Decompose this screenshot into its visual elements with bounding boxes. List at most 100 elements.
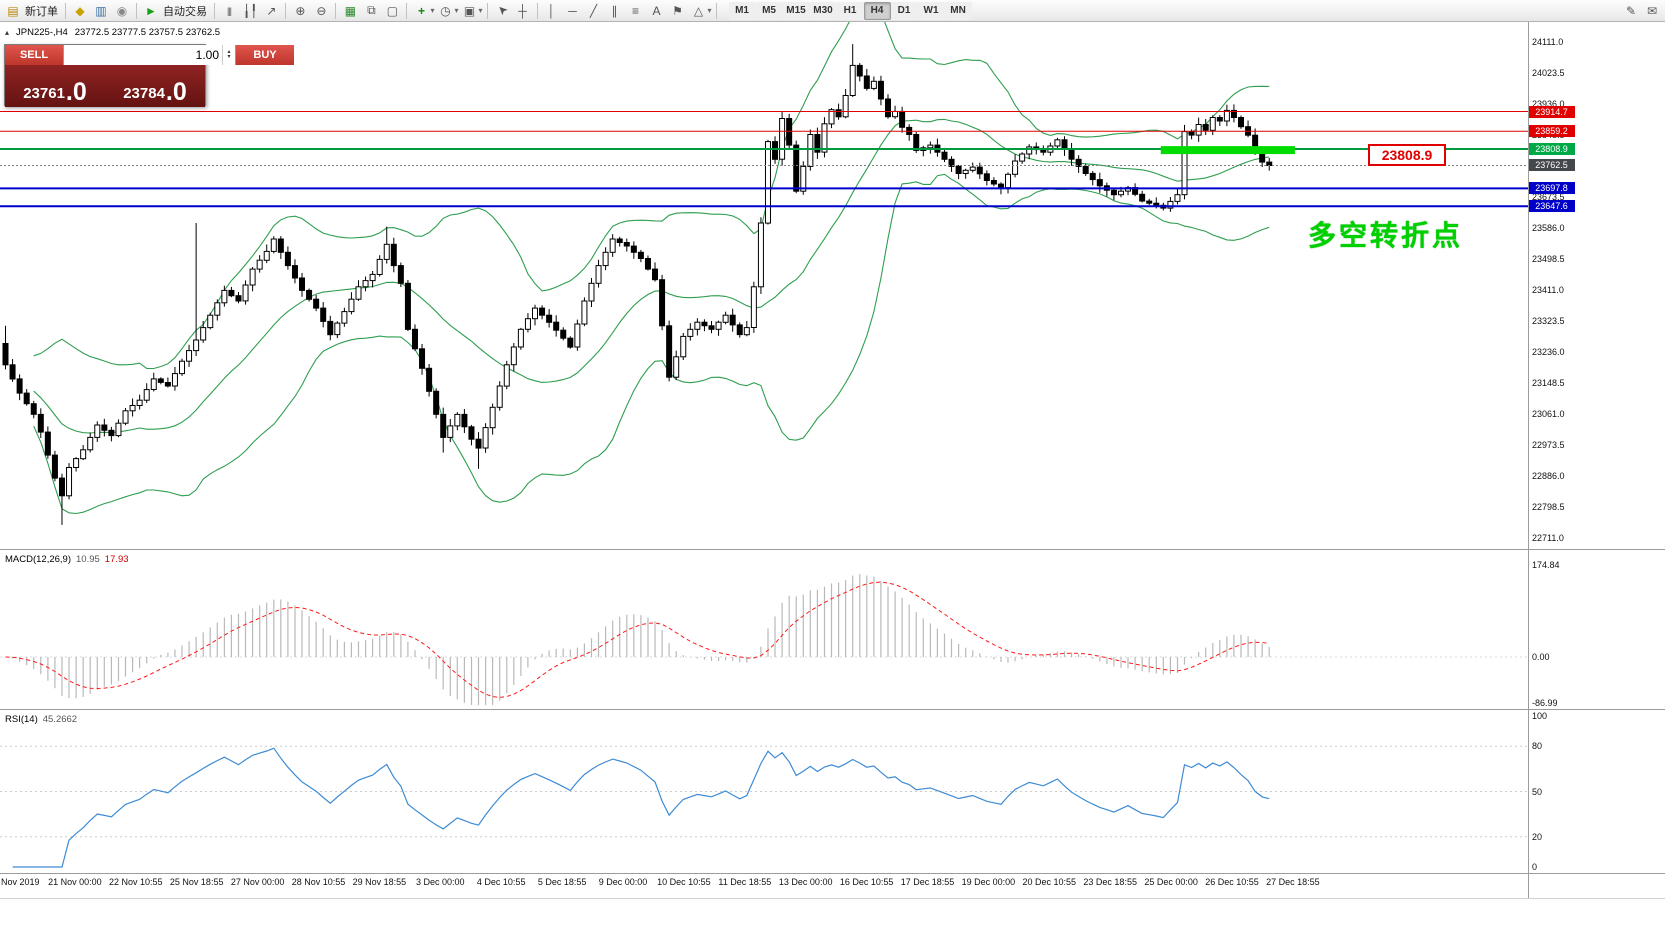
new-order-icon[interactable]: ▤ xyxy=(7,3,19,18)
candle-body xyxy=(524,318,531,330)
timeframe-button-m30[interactable]: M30 xyxy=(809,1,837,20)
zoom-out-icon[interactable]: ⊖ xyxy=(316,3,327,18)
candle-body xyxy=(948,158,955,167)
panel-splitter[interactable] xyxy=(0,709,1665,710)
spinner-down-icon[interactable]: ▾ xyxy=(227,54,231,60)
panel-splitter[interactable] xyxy=(0,873,1665,874)
macd-panel-canvas[interactable] xyxy=(0,550,1528,709)
price-axis-label: 24111.0 xyxy=(1532,37,1564,47)
price-callout-label[interactable]: 23808.9 xyxy=(1368,144,1446,166)
candlestick-chart-icon[interactable]: ╽╿ xyxy=(243,3,258,18)
timeframe-button-d1[interactable]: D1 xyxy=(890,1,918,20)
autotrading-label[interactable]: 自动交易 xyxy=(163,5,207,18)
cascade-windows-icon[interactable]: ▢ xyxy=(386,3,399,18)
data-window-icon[interactable]: ▥ xyxy=(95,3,107,18)
macd-title: MACD(12,26,9) 10.95 17.93 xyxy=(5,554,129,565)
rsi-value: 45.2662 xyxy=(42,714,78,725)
shapes-icon[interactable]: △ xyxy=(693,3,704,18)
tile-windows-icon[interactable]: ⧉ xyxy=(367,3,376,17)
candle-body xyxy=(913,134,920,151)
timeframe-button-m5[interactable]: M5 xyxy=(755,1,783,20)
templates-icon[interactable]: ▣ xyxy=(463,3,476,18)
time-axis-label: 26 Dec 10:55 xyxy=(1205,877,1259,887)
main-toolbar: ▤ 新订单 ◆ ▥ ◉ ► 自动交易 ||| ╽╿ ↗ ⊕ ⊖ ▦ ⧉ ▢ + … xyxy=(0,0,1665,22)
main-chart-canvas[interactable] xyxy=(0,22,1528,549)
crosshair-icon[interactable]: ┼ xyxy=(518,3,527,18)
macd-axis-label: 174.84 xyxy=(1532,559,1560,570)
price-axis-label: 22711.0 xyxy=(1532,533,1564,543)
sell-price[interactable]: 23761 .0 xyxy=(5,65,105,107)
chat-icon[interactable]: ✉ xyxy=(1646,3,1658,18)
turning-point-annotation[interactable]: 多空转折点 xyxy=(1308,220,1464,251)
buy-button[interactable]: BUY xyxy=(236,45,294,65)
time-axis-label: 13 Dec 00:00 xyxy=(778,877,833,887)
volume-input[interactable] xyxy=(64,48,222,62)
channel-icon[interactable]: ∥ xyxy=(611,3,618,18)
market-watch-icon[interactable]: ◆ xyxy=(75,3,85,18)
rsi-panel-canvas[interactable] xyxy=(0,710,1528,873)
label-tool-icon[interactable]: ⚑ xyxy=(672,3,683,18)
candle-body xyxy=(1005,173,1012,189)
candle-body xyxy=(962,169,969,175)
indicators-dropdown-icon[interactable]: ▾ xyxy=(430,6,435,15)
candle-body xyxy=(595,265,602,284)
bar-chart-icon[interactable]: ||| xyxy=(226,5,232,16)
candle-body xyxy=(383,243,390,260)
buy-price-frac: .0 xyxy=(165,78,187,106)
grid-icon[interactable]: ▦ xyxy=(344,3,357,18)
navigator-icon[interactable]: ◉ xyxy=(116,3,128,18)
candle-body xyxy=(87,436,94,451)
line-chart-icon[interactable]: ↗ xyxy=(266,3,277,18)
shapes-dropdown-icon[interactable]: ▾ xyxy=(707,6,712,15)
fibonacci-icon[interactable]: ≡ xyxy=(631,3,639,18)
bollinger-middle-band xyxy=(33,118,1270,434)
edit-icon[interactable]: ✎ xyxy=(1625,3,1637,18)
sell-button[interactable]: SELL xyxy=(5,45,63,65)
toolbar-separator xyxy=(214,2,215,19)
timeframe-button-h4[interactable]: H4 xyxy=(863,1,891,20)
candle-body xyxy=(546,314,553,323)
zoom-in-icon[interactable]: ⊕ xyxy=(295,3,306,18)
panel-splitter[interactable] xyxy=(0,549,1665,550)
candle-body xyxy=(164,382,171,387)
candle-body xyxy=(750,286,757,328)
timeframe-button-mn[interactable]: MN xyxy=(944,1,972,20)
indicators-icon[interactable]: + xyxy=(417,3,425,18)
vertical-line-icon[interactable]: │ xyxy=(547,3,556,18)
candle-body xyxy=(941,151,948,160)
buy-price[interactable]: 23784 .0 xyxy=(105,65,205,107)
candle-body xyxy=(306,289,313,300)
rsi-axis-label: 100 xyxy=(1532,711,1548,721)
rsi-axis-label: 0 xyxy=(1532,862,1538,872)
highlight-bar[interactable] xyxy=(1160,146,1295,155)
candle-body xyxy=(1012,160,1019,175)
text-tool-icon[interactable]: A xyxy=(652,3,661,18)
candle-body xyxy=(284,251,291,267)
price-axis-label: 22973.5 xyxy=(1532,440,1565,450)
spinner-up-icon[interactable]: ▴ xyxy=(227,49,231,55)
templates-dropdown-icon[interactable]: ▾ xyxy=(478,6,483,15)
trendline-icon[interactable]: ╱ xyxy=(589,3,598,18)
periods-icon[interactable]: ◷ xyxy=(440,3,451,18)
volume-spinner[interactable]: ▴ ▾ xyxy=(222,45,235,65)
time-axis-label: 5 Dec 18:55 xyxy=(537,877,587,887)
collapse-toggle-icon[interactable]: ▴ xyxy=(5,28,10,37)
candle-body xyxy=(779,118,786,160)
candle-body xyxy=(228,289,235,297)
candle-body xyxy=(1110,189,1117,196)
timeframe-button-m15[interactable]: M15 xyxy=(782,1,810,20)
new-order-label[interactable]: 新订单 xyxy=(25,5,58,18)
candle-body xyxy=(235,295,242,302)
timeframe-button-h1[interactable]: H1 xyxy=(836,1,864,20)
horizontal-line-icon[interactable]: ─ xyxy=(568,3,577,18)
timeframe-button-m1[interactable]: M1 xyxy=(728,1,756,20)
cursor-icon[interactable]: ➤ xyxy=(492,1,511,20)
rsi-line xyxy=(12,747,1270,868)
timeframe-button-w1[interactable]: W1 xyxy=(917,1,945,20)
candle-body xyxy=(560,329,567,339)
candle-body xyxy=(489,406,496,429)
candle-body xyxy=(136,399,143,407)
rsi-axis-label: 50 xyxy=(1532,786,1543,797)
autotrading-icon[interactable]: ► xyxy=(145,3,157,18)
periods-dropdown-icon[interactable]: ▾ xyxy=(454,6,459,15)
